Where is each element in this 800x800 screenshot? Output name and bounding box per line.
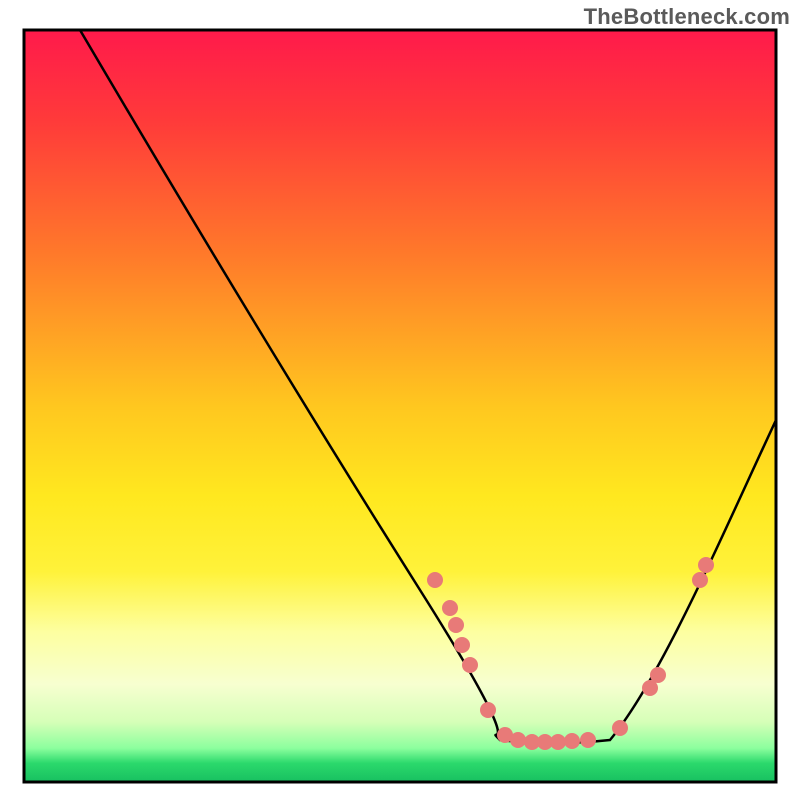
chart-container: TheBottleneck.com	[0, 0, 800, 800]
watermark-text: TheBottleneck.com	[584, 4, 790, 30]
data-point-marker	[612, 720, 628, 736]
data-point-marker	[454, 637, 470, 653]
data-point-marker	[650, 667, 666, 683]
data-point-marker	[427, 572, 443, 588]
data-point-marker	[564, 733, 580, 749]
data-point-marker	[510, 732, 526, 748]
data-point-marker	[550, 734, 566, 750]
data-point-marker	[462, 657, 478, 673]
data-point-marker	[698, 557, 714, 573]
data-point-marker	[480, 702, 496, 718]
plot-area	[24, 30, 776, 782]
data-point-marker	[580, 732, 596, 748]
data-point-marker	[692, 572, 708, 588]
data-point-marker	[448, 617, 464, 633]
data-point-marker	[442, 600, 458, 616]
bottleneck-chart	[0, 0, 800, 800]
